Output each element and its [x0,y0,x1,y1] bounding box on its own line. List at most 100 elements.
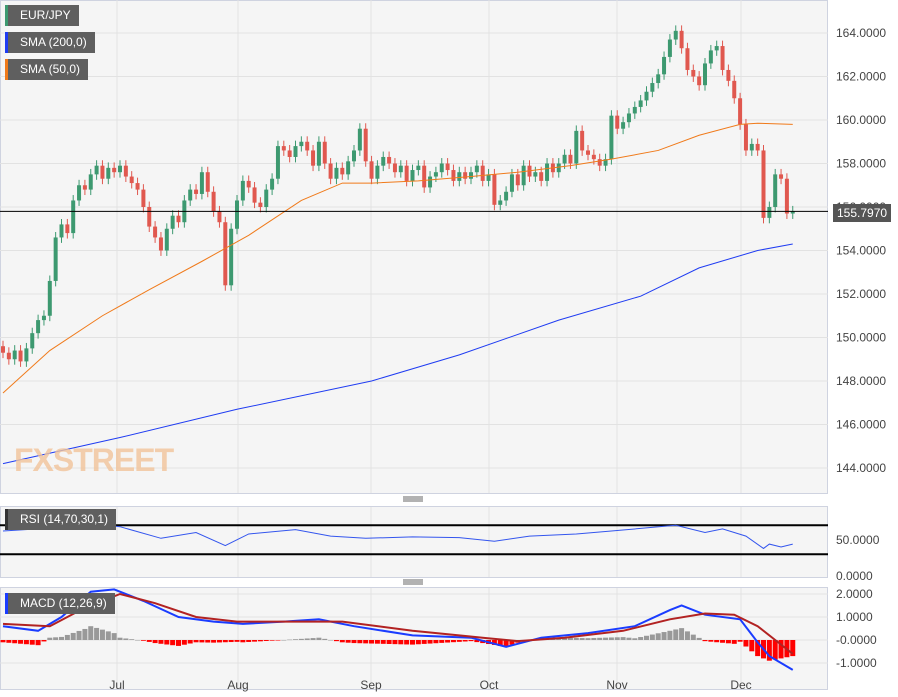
candle-body [158,237,163,251]
macd-histogram-bar [620,637,626,640]
candle-body [229,228,234,286]
macd-histogram-bar [790,640,796,657]
macd-histogram-bar [415,640,421,645]
macd-histogram-bar [152,640,158,644]
macd-histogram-bar [117,637,123,640]
macd-histogram-bar [123,638,129,640]
candle-body [176,215,181,223]
macd-histogram-bar [158,640,164,644]
candle-body [59,224,64,238]
macd-histogram-bar [690,634,696,640]
macd-histogram-bar [59,636,64,640]
macd-histogram-bar [187,640,193,644]
macd-histogram-bar [176,640,181,646]
candle-body [1,346,5,353]
candle-body [188,189,193,201]
macd-histogram-bar [585,638,591,640]
x-tick-label: Sep [360,678,382,692]
candle-body [275,146,280,179]
candle-body [346,161,351,175]
macd-histogram-bar [450,640,456,643]
candle-body [77,185,82,201]
candle-body [416,165,421,171]
candle-body [586,150,590,155]
candle-body [41,315,46,321]
candle-body [726,69,731,81]
macd-histogram-bar [731,640,737,644]
candle-body [521,165,526,186]
candle-body [433,172,438,177]
macd-histogram-bar [246,640,252,642]
candle-body [410,170,415,181]
candle-body [609,115,614,160]
y-tick-label: 158.0000 [836,157,886,171]
macd-histogram-bar [392,640,398,645]
macd-histogram-bar [462,640,468,642]
macd-histogram-bar [567,637,573,640]
candle-body [691,69,696,77]
candle-body [223,222,228,286]
candle-body [714,46,719,51]
candle-body [387,156,392,164]
candle-body [258,202,263,207]
candle-body [621,122,626,129]
candle-body [697,76,702,86]
macd-histogram-bar [252,640,258,642]
legend-rsi[interactable]: RSI (14,70,30,1) [5,509,117,530]
candle-body [18,350,23,362]
macd-tick-label: 2.0000 [836,587,873,601]
y-tick-label: 152.0000 [836,287,886,301]
macd-histogram-bar [53,637,59,640]
macd-tick-label: 1.0000 [836,610,873,624]
candle-body [88,174,93,190]
y-tick-label: 144.0000 [836,461,886,475]
macd-histogram-bar [211,640,217,643]
legend-symbol[interactable]: EUR/JPY [5,5,79,26]
macd-histogram-bar [304,638,310,640]
macd-histogram-bar [667,630,673,640]
macd-histogram-bar [222,640,228,643]
candle-body [732,80,737,99]
candle-body [82,185,87,190]
legend-sma200[interactable]: SMA (200,0) [5,32,95,53]
candle-body [784,178,789,214]
macd-histogram-bar [316,637,322,640]
macd-histogram-bar [491,640,497,645]
macd-histogram-bar [439,640,445,643]
candle-body [779,174,784,179]
candle-body [369,161,374,179]
candle-body [135,183,140,190]
candle-body [749,143,754,151]
macd-histogram-bar [199,640,205,643]
macd-histogram-bar [164,640,170,645]
candle-body [545,163,550,181]
candle-body [767,207,772,218]
candle-body [603,159,608,166]
macd-histogram-bar [228,640,234,643]
macd-histogram-bar [755,640,761,657]
candle-body [568,154,573,164]
macd-histogram-bar [591,637,597,640]
macd-histogram-bar [64,634,70,640]
legend-macd[interactable]: MACD (12,26,9) [5,593,115,614]
rsi-line [2,523,793,550]
candle-body [199,172,204,194]
candle-body [773,174,778,207]
macd-histogram-bar [29,640,35,645]
candle-body [71,200,76,234]
candle-body [504,191,509,201]
candle-body [457,172,462,181]
macd-histogram-bar [6,640,12,643]
macd-histogram-bar [673,629,679,640]
candle-body [574,130,579,164]
candle-body [112,167,117,173]
macd-histogram-bar [257,640,263,642]
last-price-tag: 155.7970 [833,204,892,222]
macd-histogram-bar [445,640,451,643]
macd-histogram-bar [603,637,609,640]
candle-body [656,74,661,84]
legend-sma50[interactable]: SMA (50,0) [5,59,89,80]
candle-body [650,83,655,92]
macd-histogram-bar [614,637,620,640]
